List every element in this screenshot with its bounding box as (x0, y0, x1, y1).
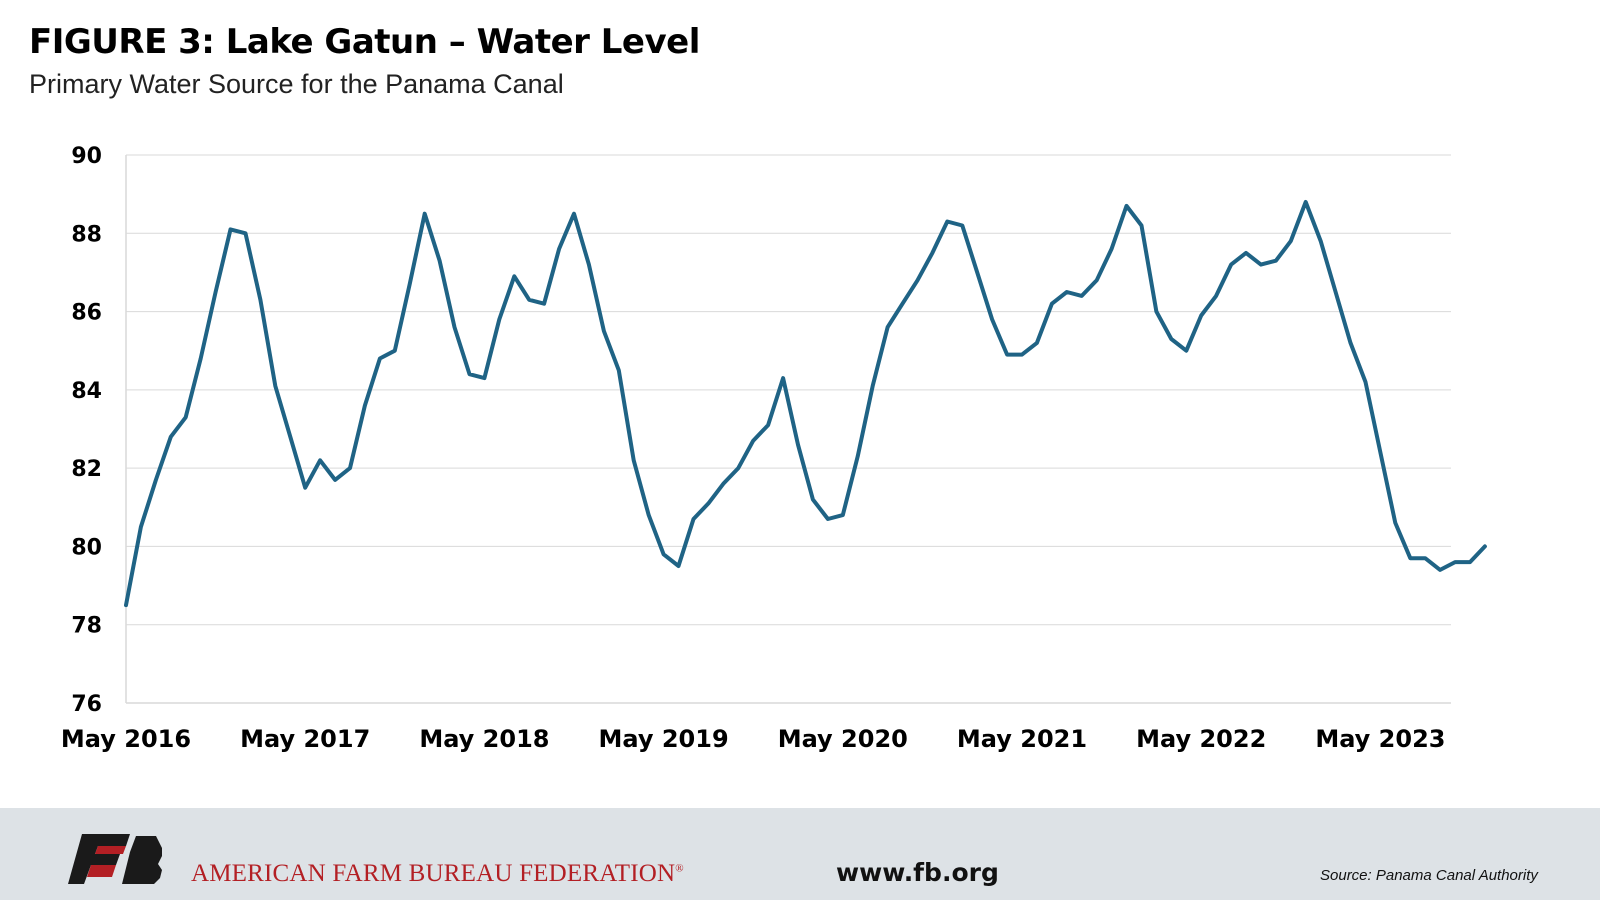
y-tick-label: 90 (71, 144, 102, 169)
series-line (124, 200, 1487, 608)
y-tick-label: 86 (71, 301, 102, 326)
x-tick-label: May 2019 (599, 725, 729, 753)
x-tick-label: May 2022 (1136, 725, 1266, 753)
y-tick-label: 84 (71, 379, 102, 404)
x-tick-label: May 2023 (1315, 725, 1445, 753)
chart-subtitle: Primary Water Source for the Panama Cana… (29, 69, 564, 99)
x-tick-label: May 2017 (240, 725, 370, 753)
y-tick-label: 80 (71, 535, 102, 560)
x-tick-label: May 2021 (957, 725, 1087, 753)
website-link[interactable]: www.fb.org (836, 858, 999, 887)
chart-title: FIGURE 3: Lake Gatun – Water Level (29, 22, 700, 62)
y-tick-label: 88 (71, 222, 102, 247)
source-note: Source: Panama Canal Authority (1320, 867, 1538, 884)
line-chart: 76 78 80 82 84 86 88 90 May 2016 May 2017 May 2018… (61, 144, 1487, 753)
x-tick-label: May 2020 (778, 725, 908, 753)
x-tick-label: May 2018 (419, 725, 549, 753)
org-name: AMERICAN FARM BUREAU FEDERATION® (191, 860, 684, 887)
footer-bar: AMERICAN FARM BUREAU FEDERATION® www.fb.… (0, 808, 1600, 900)
fb-logo-icon (68, 834, 162, 884)
y-tick-label: 78 (71, 614, 102, 639)
y-tick-label: 82 (71, 457, 102, 482)
x-tick-label: May 2016 (61, 725, 191, 753)
y-tick-label: 76 (71, 692, 102, 717)
